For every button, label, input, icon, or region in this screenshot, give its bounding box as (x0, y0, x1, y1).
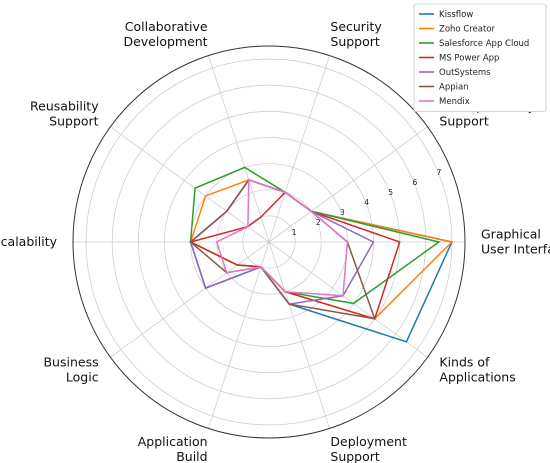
legend-entry: Salesforce App Cloud (439, 39, 529, 49)
axis-spoke (268, 241, 330, 429)
tick-label: 2 (316, 218, 321, 227)
legend-box (413, 3, 547, 112)
legend-entry: Appian (439, 83, 469, 93)
legend-entry: MS Power App (439, 54, 499, 64)
axis-spoke (208, 241, 270, 429)
legend-entry: Zoho Creator (439, 25, 496, 35)
legend-entry: OutSystems (439, 68, 491, 78)
tick-label: 6 (413, 178, 418, 187)
axis-label: Kinds of Applications (439, 355, 515, 385)
legend: Kissflow Zoho Creator Salesforce App Cloud… (413, 3, 547, 112)
outer-frame (72, 45, 466, 439)
legend-entry: Mendix (439, 97, 470, 107)
legend-entry: Kissflow (439, 10, 473, 20)
tick-layer: 1 2 3 4 5 6 7 (292, 168, 442, 237)
grid-layer (72, 45, 466, 439)
axis-label: Application Build (138, 434, 208, 463)
axis-spoke (268, 55, 330, 243)
axis-label: Reusability Support (30, 98, 99, 128)
series-layer (188, 166, 454, 343)
axis-label: Security Support (330, 19, 382, 49)
tick-label: 1 (292, 228, 297, 237)
axis-label: Business Logic (43, 355, 98, 385)
series-line (215, 178, 349, 297)
axis-label: Deployment Support (330, 434, 407, 463)
tick-label: 3 (340, 208, 345, 217)
axis-label: Scalability (0, 234, 58, 249)
tick-label: 5 (388, 188, 393, 197)
axis-spoke (110, 126, 270, 243)
axis-label: Collaborative Development (123, 19, 207, 49)
tick-label: 7 (437, 168, 442, 177)
axis-spoke (268, 126, 428, 243)
axis-spoke (268, 241, 428, 358)
tick-label: 4 (364, 198, 369, 207)
axis-spoke (208, 55, 270, 243)
axis-spoke (110, 241, 270, 358)
